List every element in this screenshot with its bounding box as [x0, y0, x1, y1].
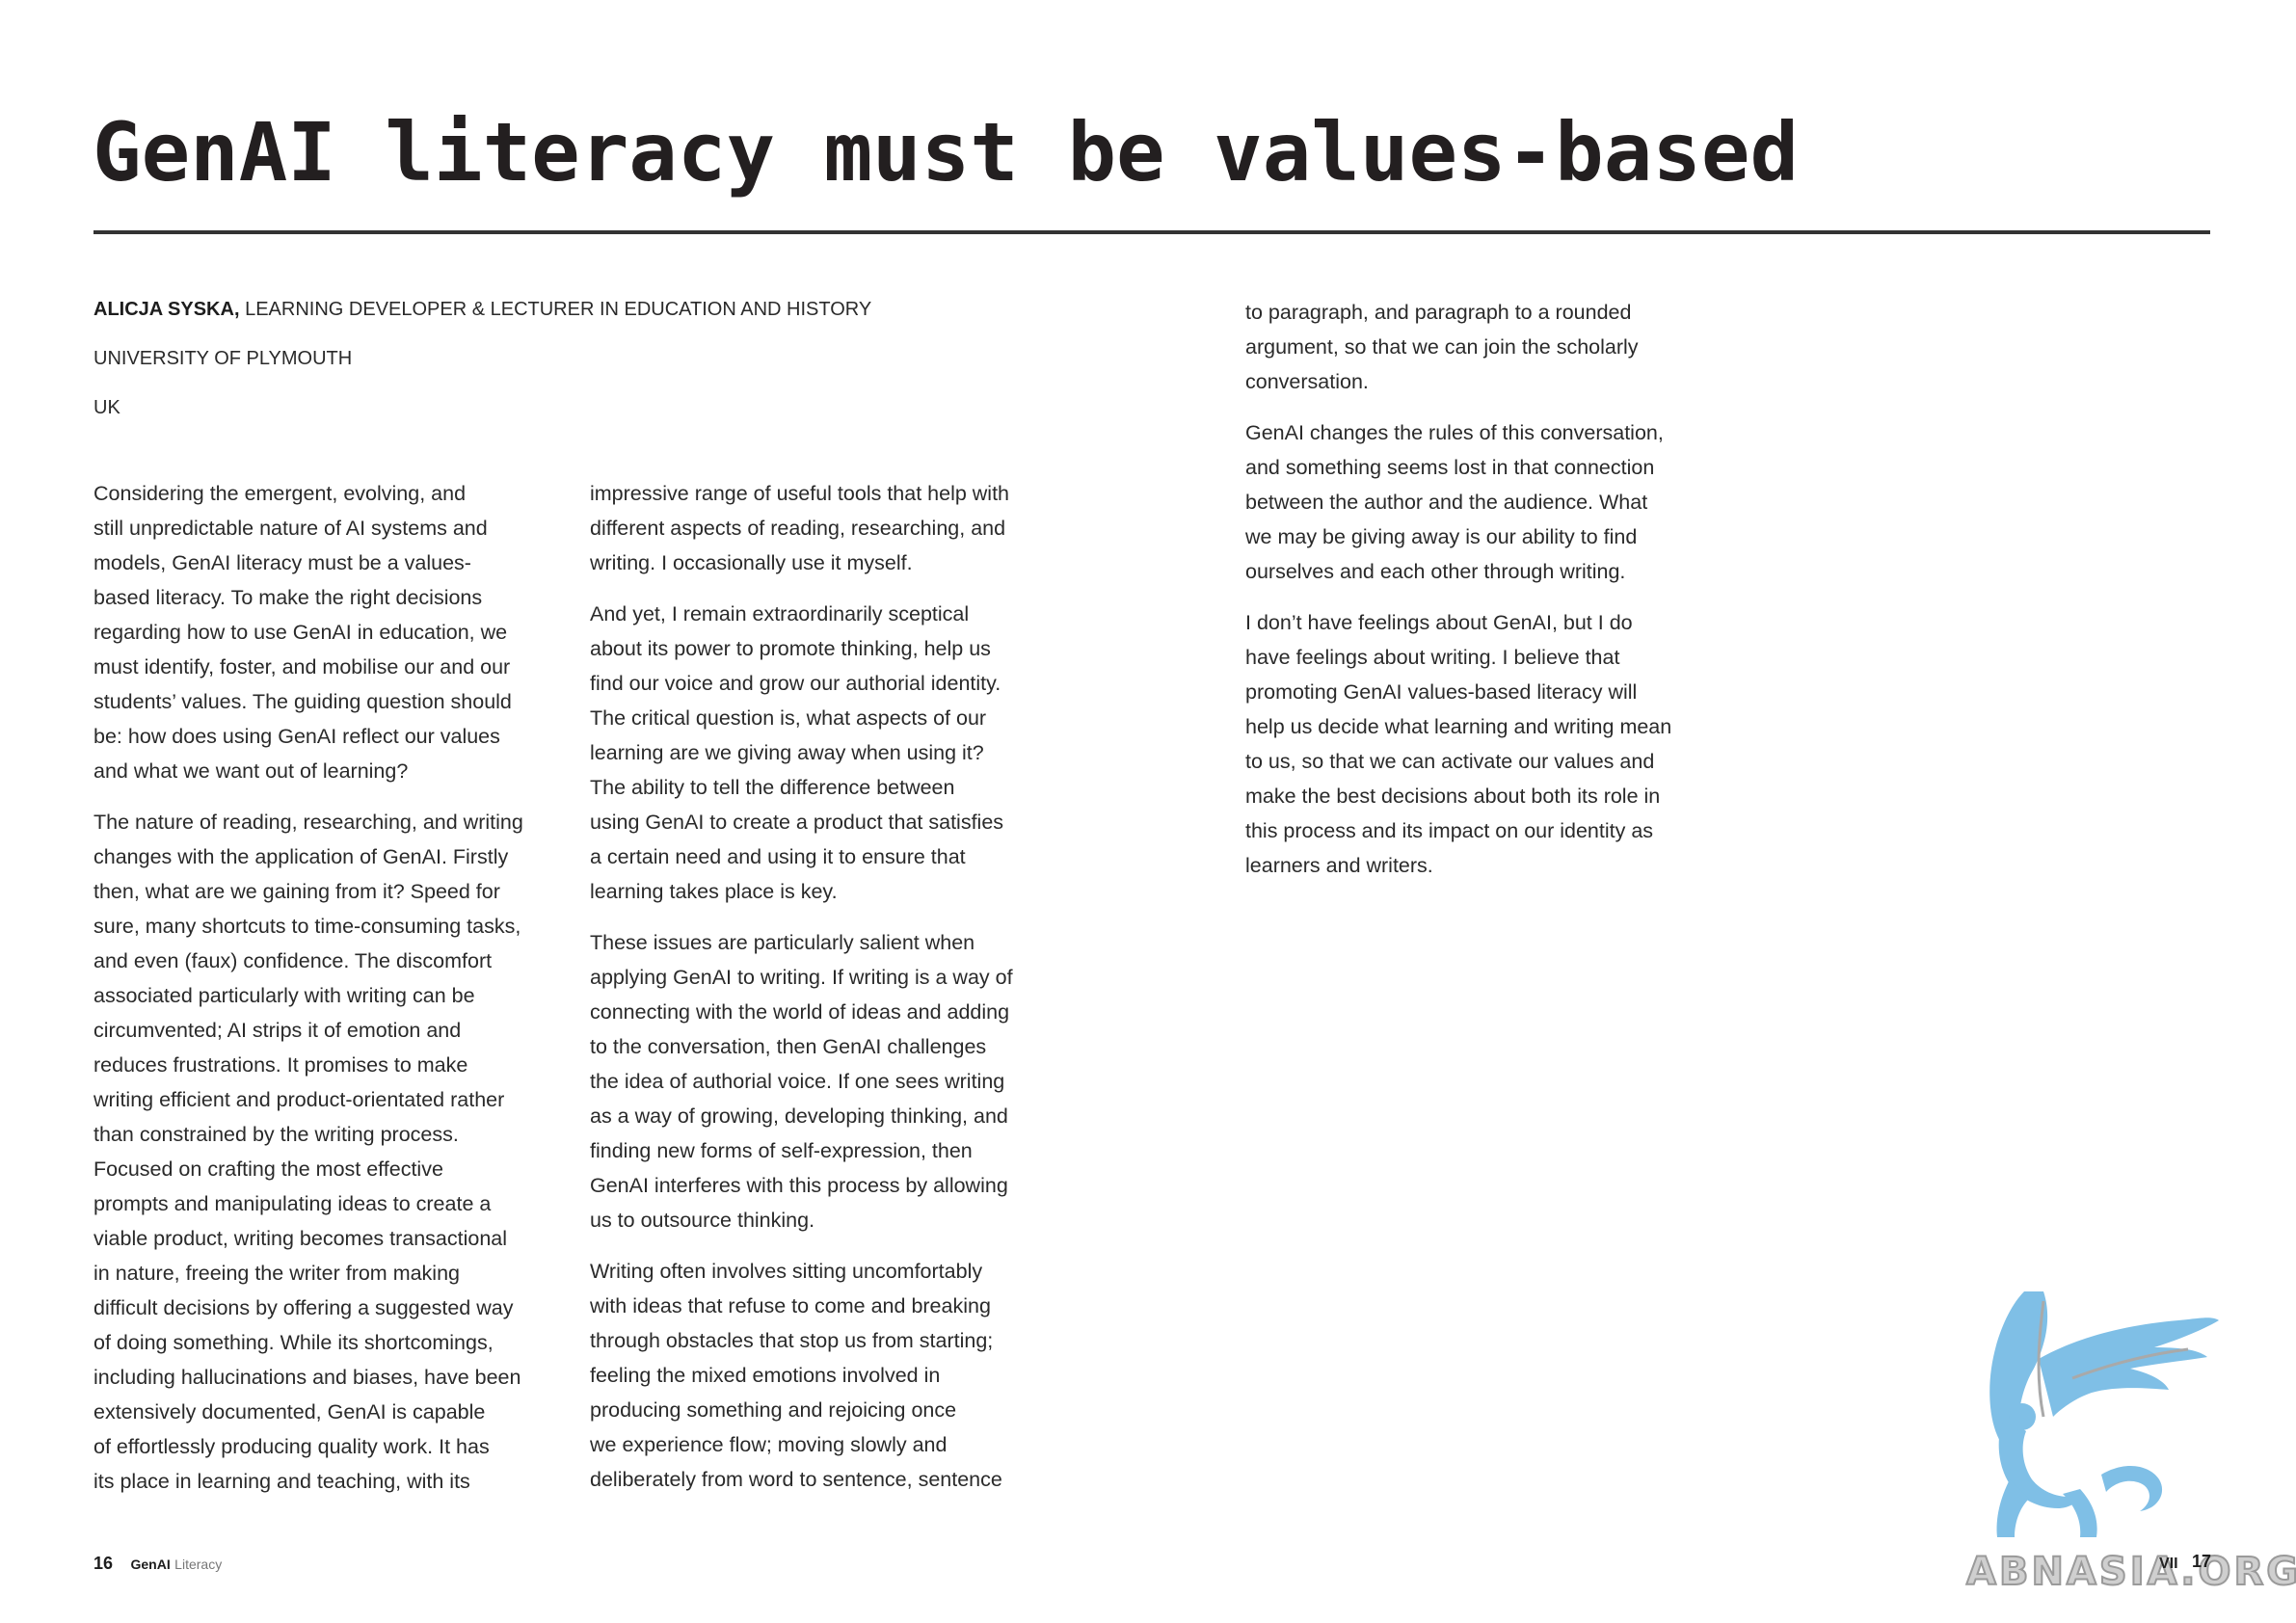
page-title: GenAI literacy must be values-based [93, 105, 1800, 200]
column-3: to paragraph, and paragraph to a rounded… [1245, 295, 1714, 899]
paragraph: The nature of reading, researching, and … [93, 811, 523, 1493]
paragraph: Writing often involves sitting uncomfort… [590, 1260, 1002, 1491]
griffin-logo-icon [1989, 1291, 2219, 1537]
paragraph: I don’t have feelings about GenAI, but I… [1245, 611, 1672, 877]
paragraph: GenAI changes the rules of this conversa… [1245, 421, 1664, 583]
footer-brand: GenAI [130, 1556, 171, 1572]
paragraph: These issues are particularly salient wh… [590, 931, 1013, 1232]
paragraph: And yet, I remain extraordinarily scepti… [590, 602, 1004, 903]
author-institution: UNIVERSITY OF PLYMOUTH [93, 348, 353, 369]
column-2: impressive range of useful tools that he… [590, 476, 1058, 1513]
paragraph: Considering the emergent, evolving, and … [93, 482, 512, 783]
footer-left: 16 GenAI Literacy [93, 1552, 222, 1577]
footer-brand-rest: Literacy [174, 1556, 223, 1572]
footer-right-marker: VII [2159, 1556, 2178, 1572]
author-role: LEARNING DEVELOPER & LECTURER IN EDUCATI… [245, 299, 872, 320]
author-country: UK [93, 397, 120, 418]
title-divider [93, 230, 2210, 234]
watermark-text: ABNASIA.ORG [1965, 1549, 2296, 1595]
page-number-right: 17 [2192, 1552, 2212, 1571]
paragraph: to paragraph, and paragraph to a rounded… [1245, 301, 1639, 393]
page-number-left: 16 [93, 1554, 114, 1573]
column-1: Considering the emergent, evolving, and … [93, 476, 562, 1515]
author-name: ALICJA SYSKA, [93, 299, 240, 320]
paragraph: impressive range of useful tools that he… [590, 482, 1010, 574]
author-line: ALICJA SYSKA, LEARNING DEVELOPER & LECTU… [93, 297, 871, 322]
